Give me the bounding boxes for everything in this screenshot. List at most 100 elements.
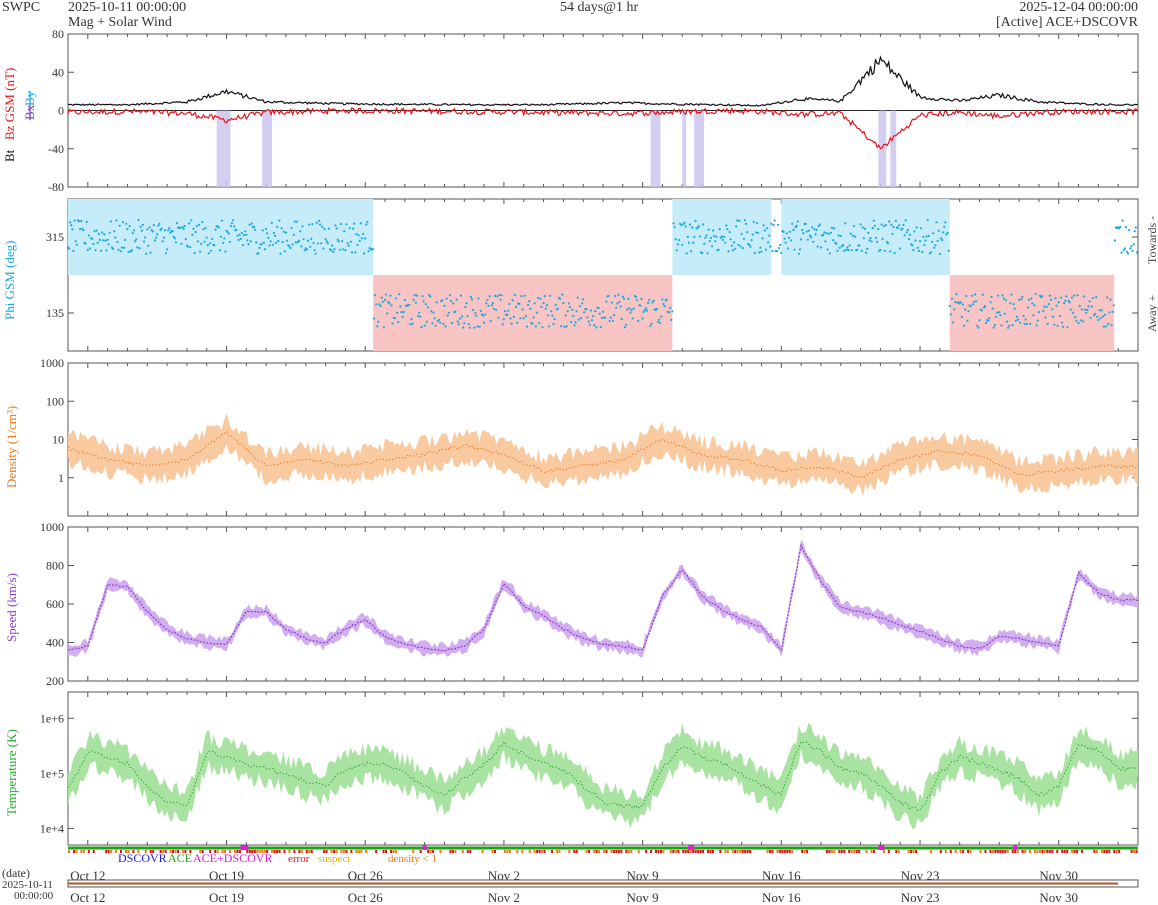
series-speed: [68, 543, 1139, 652]
phi-point: [492, 307, 496, 311]
status-flag: [749, 850, 752, 853]
phi-point: [381, 300, 384, 303]
status-flag: [709, 850, 712, 853]
phi-point: [560, 325, 563, 328]
phi-point: [367, 250, 370, 253]
phi-point: [102, 239, 105, 242]
status-flag: [719, 850, 722, 853]
date-axis-top-label: Oct 12: [70, 868, 105, 883]
date-axis-top-label: Nov 9: [627, 868, 659, 883]
phi-point: [312, 241, 315, 245]
phi-point: [163, 229, 166, 232]
phi-point: [375, 303, 378, 306]
phi-point: [475, 314, 478, 317]
status-flag: [1014, 850, 1017, 853]
phi-point: [529, 307, 532, 310]
legend-ace: ACE: [168, 851, 192, 865]
phi-point: [924, 239, 927, 242]
phi-point: [413, 294, 416, 297]
phi-point: [549, 294, 552, 297]
phi-point: [801, 228, 804, 232]
status-flag: [989, 850, 992, 853]
status-flag: [199, 850, 202, 853]
status-flag: [736, 850, 739, 853]
phi-point: [807, 229, 811, 232]
phi-point: [937, 229, 940, 232]
phi-point: [675, 249, 678, 252]
status-flag: [897, 850, 900, 853]
phi-point: [802, 232, 805, 235]
phi-point: [223, 237, 226, 240]
phi-point: [991, 307, 994, 310]
phi-point: [721, 238, 725, 241]
status-flag: [694, 850, 697, 853]
status-flag: [385, 850, 388, 853]
phi-point: [306, 239, 310, 242]
phi-point: [412, 298, 415, 301]
phi-point: [727, 250, 730, 253]
phi-point: [692, 241, 695, 244]
status-flag: [949, 850, 952, 853]
phi-point: [124, 238, 127, 241]
phi-point: [680, 223, 683, 226]
phi-point: [208, 242, 212, 245]
mag-ylabel-bt: Bt: [2, 149, 17, 162]
phi-point: [579, 317, 583, 320]
status-flag: [840, 850, 843, 853]
status-flag: [209, 850, 212, 853]
phi-point: [713, 234, 716, 238]
phi-point: [451, 322, 454, 325]
phi-point: [959, 301, 962, 304]
phi-point: [94, 249, 97, 252]
status-flag: [991, 850, 994, 853]
status-flag: [702, 850, 705, 853]
phi-point: [775, 250, 779, 253]
date-axis-top-label: Nov 23: [901, 868, 940, 883]
phi-point: [739, 245, 742, 248]
phi-point: [1018, 298, 1021, 301]
phi-point: [217, 226, 220, 229]
phi-point: [730, 244, 733, 247]
phi-point: [414, 301, 417, 304]
phi-point: [321, 225, 324, 228]
phi-point: [976, 324, 979, 327]
phi-point: [1060, 321, 1064, 324]
legend-density: density < 1: [388, 853, 437, 865]
status-flag: [105, 850, 108, 853]
phi-point: [441, 298, 444, 302]
status-flag: [850, 850, 853, 853]
phi-point: [93, 230, 96, 233]
phi-point: [1009, 302, 1012, 305]
status-flag: [692, 850, 695, 853]
phi-point: [828, 252, 831, 255]
phi-point: [439, 321, 442, 324]
phi-point: [826, 248, 829, 251]
phi-point: [334, 224, 337, 227]
phi-point: [235, 228, 238, 231]
phi-point: [310, 237, 313, 240]
phi-point: [827, 232, 830, 235]
status-flag: [172, 850, 175, 853]
phi-point: [168, 227, 171, 230]
phi-point: [833, 227, 836, 230]
phi-point: [483, 321, 486, 324]
status-flag: [895, 850, 898, 853]
phi-point: [998, 311, 1001, 314]
phi-point: [450, 299, 453, 303]
status-flag: [595, 850, 598, 853]
status-flag: [261, 850, 264, 853]
phi-point: [92, 242, 95, 246]
status-flag: [1095, 850, 1098, 853]
phi-point: [241, 243, 245, 247]
phi-point: [804, 222, 807, 225]
phi-point: [642, 310, 645, 314]
status-flag: [1135, 850, 1138, 853]
status-flag: [516, 850, 519, 853]
phi-point: [193, 252, 196, 255]
status-flag: [266, 850, 269, 853]
phi-point: [838, 246, 841, 249]
bz-south-fill: [650, 110, 661, 187]
phi-point: [420, 325, 423, 329]
phi-point: [643, 308, 646, 312]
status-flag: [969, 850, 972, 853]
